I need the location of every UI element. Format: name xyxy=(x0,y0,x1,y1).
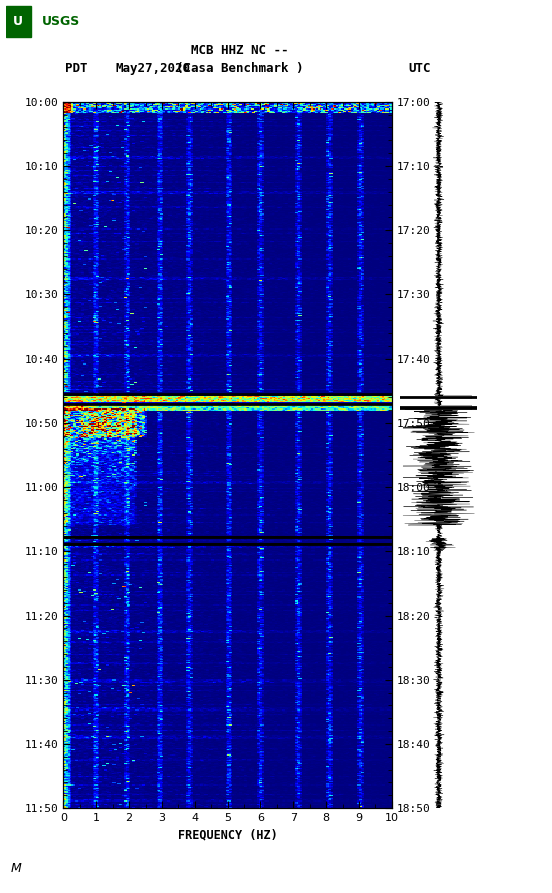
Text: USGS: USGS xyxy=(42,15,80,28)
Text: MCB HHZ NC --: MCB HHZ NC -- xyxy=(192,44,289,57)
Text: U: U xyxy=(13,15,23,28)
Text: UTC: UTC xyxy=(408,62,431,75)
Text: PDT: PDT xyxy=(65,62,88,75)
X-axis label: FREQUENCY (HZ): FREQUENCY (HZ) xyxy=(178,829,278,841)
Text: (Casa Benchmark ): (Casa Benchmark ) xyxy=(177,62,304,75)
Text: $\it{M}$: $\it{M}$ xyxy=(10,862,23,875)
Bar xyxy=(6,6,31,37)
Text: May27,2020: May27,2020 xyxy=(116,62,191,75)
